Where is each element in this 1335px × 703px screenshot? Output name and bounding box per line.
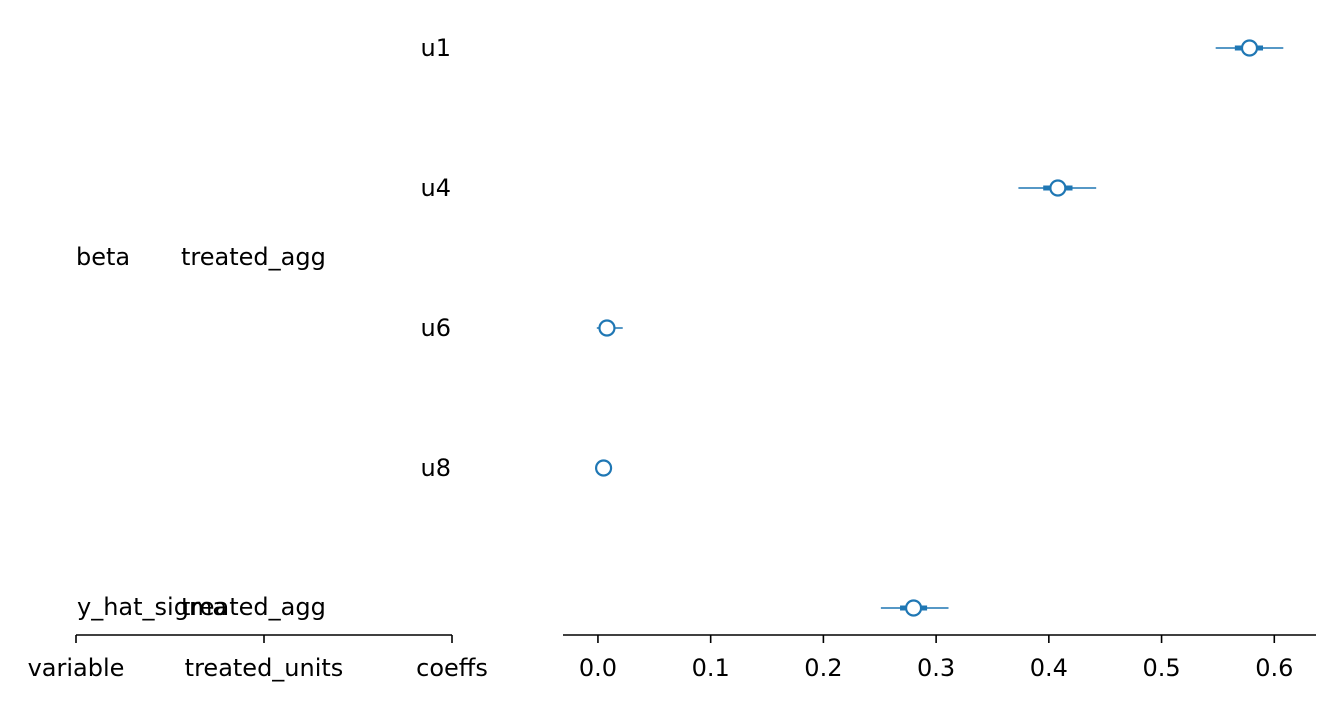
treated-unit-label-beta: treated_agg [181,243,326,271]
mean-point [1240,39,1259,57]
coeff-labels: u1 u4 u6 u8 [421,34,451,482]
forest-panel: 0.0 0.1 0.2 0.3 0.4 0.5 0.6 [563,39,1316,682]
column-header-variable: variable [28,654,125,682]
treated-unit-label-y-hat-sigma: treated_agg [181,593,326,621]
coeff-label: u6 [421,314,451,342]
x-axis-ticks: 0.0 0.1 0.2 0.3 0.4 0.5 0.6 [579,635,1293,682]
coeff-label: u8 [421,454,451,482]
label-panel: variable treated_units coeffs beta y_hat… [28,34,488,682]
x-tick-label: 0.1 [692,654,730,682]
x-tick-label: 0.5 [1142,654,1180,682]
mean-point [594,459,613,477]
variable-label-beta: beta [76,243,130,271]
coeff-label: u4 [421,174,451,202]
column-header-coeffs: coeffs [416,654,488,682]
x-tick-label: 0.3 [917,654,955,682]
mean-point [1049,179,1067,197]
coeff-label: u1 [421,34,451,62]
variable-label-y-hat-sigma: y_hat_sigma [77,593,227,621]
x-tick-label: 0.4 [1030,654,1068,682]
forest-marks [594,39,1284,617]
mean-point [904,599,923,617]
x-tick-label: 0.2 [804,654,842,682]
x-tick-label: 0.6 [1255,654,1293,682]
x-tick-label: 0.0 [579,654,617,682]
column-header-treated-units: treated_units [185,654,344,682]
mean-point [598,319,616,337]
